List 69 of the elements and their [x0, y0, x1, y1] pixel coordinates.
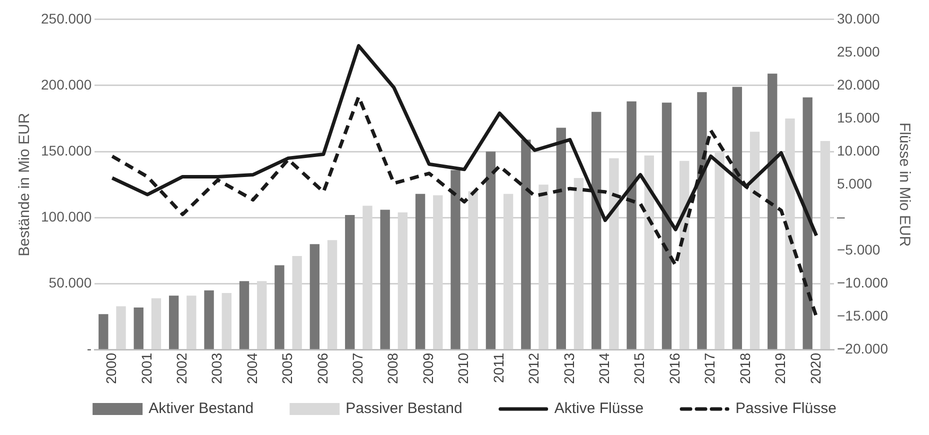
y2-tick-label: 5.000: [837, 175, 872, 192]
bar: [204, 290, 214, 350]
bar: [134, 308, 144, 350]
bar: [556, 128, 566, 350]
bar: [450, 170, 460, 350]
bar: [98, 314, 108, 350]
bar: [415, 194, 426, 350]
x-tick-label: 2018: [736, 352, 753, 384]
y2-tick-label: 15.000: [837, 109, 880, 126]
x-tick-label: 2011: [490, 352, 506, 383]
x-tick-label: 2000: [103, 352, 120, 384]
bar: [310, 244, 320, 350]
y-tick-label: 150.000: [40, 142, 92, 158]
y-tick-label: 50.000: [48, 274, 92, 291]
bar: [697, 92, 707, 350]
legend-label: Aktive Flüsse: [554, 400, 644, 418]
y2-tick-label: 10.000: [837, 142, 880, 158]
x-tick-label: 2014: [596, 352, 612, 384]
bar: [380, 210, 390, 350]
y2-tick-label: –: [837, 208, 846, 225]
y2-tick-label: −10.000: [837, 274, 888, 291]
y-tick-label: 100.000: [40, 208, 92, 225]
x-tick-label: 2007: [350, 352, 366, 384]
bar: [222, 293, 232, 350]
bar: [732, 86, 742, 350]
bar: [521, 140, 531, 350]
bar: [168, 296, 179, 350]
x-tick-label: 2001: [138, 352, 154, 384]
x-tick-label: 2006: [314, 352, 330, 384]
x-tick-label: 2017: [702, 352, 718, 384]
y2-tick-label: 25.000: [837, 43, 880, 60]
y2-axis-title: Flüsse in Mio EUR: [896, 122, 913, 247]
y2-tick-label: −5.000: [837, 242, 880, 258]
legend-label: Passive Flüsse: [736, 400, 836, 418]
x-tick-label: 2009: [420, 352, 436, 384]
y-tick-label: 200.000: [40, 76, 92, 92]
x-tick-label: 2010: [455, 352, 472, 384]
x-tick-label: 2015: [631, 352, 648, 384]
x-tick-label: 2008: [384, 352, 401, 384]
bar: [186, 296, 196, 350]
legend-label: Passiver Bestand: [346, 400, 462, 418]
x-tick-label: 2003: [208, 352, 225, 384]
bar: [662, 102, 672, 350]
y2-tick-label: 30.000: [837, 10, 880, 26]
bar: [486, 152, 496, 350]
legend-label: Aktiver Bestand: [148, 400, 254, 418]
x-tick-label: 2012: [526, 352, 542, 384]
y-axis-title: Bestände in Mio EUR: [16, 112, 34, 256]
bar: [239, 281, 250, 350]
x-tick-label: 2002: [173, 352, 190, 384]
bar: [626, 101, 636, 350]
bar: [116, 306, 126, 350]
bar: [592, 112, 602, 350]
x-tick-label: 2019: [772, 352, 788, 384]
y-tick-label: 250.000: [40, 10, 92, 26]
bar: [802, 97, 812, 350]
x-tick-label: 2005: [279, 352, 296, 384]
y-tick-label: -: [86, 340, 92, 357]
y2-tick-label: −15.000: [837, 308, 888, 324]
x-tick-label: 2013: [560, 352, 577, 384]
x-tick-label: 2004: [244, 352, 260, 384]
x-tick-label: 2016: [666, 352, 682, 384]
x-tick-label: 2020: [807, 352, 824, 384]
y2-tick-label: 20.000: [837, 76, 880, 92]
bar: [345, 215, 355, 350]
y2-tick-label: −20.000: [837, 340, 888, 357]
bar: [151, 298, 162, 350]
bar: [274, 265, 284, 350]
bar: [768, 74, 778, 350]
